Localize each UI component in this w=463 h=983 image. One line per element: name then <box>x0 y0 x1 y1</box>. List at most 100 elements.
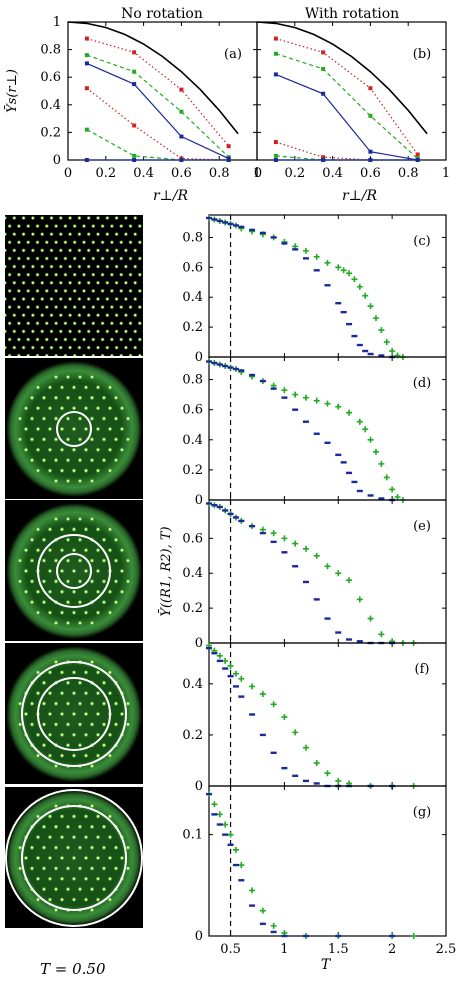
data-point-dash <box>313 432 320 435</box>
vortex-dot-core <box>158 274 160 276</box>
vortex-dot-core <box>92 241 95 244</box>
x-tick-label: 2.5 <box>436 942 457 957</box>
data-point-plus <box>378 631 385 638</box>
vortex-dot <box>147 305 152 310</box>
vortex-dot-core <box>43 459 45 462</box>
vortex-dot-core <box>120 290 123 292</box>
vortex-dot-core <box>8 322 11 325</box>
vortex-dot <box>147 256 152 261</box>
vortex-dot-core <box>97 671 99 674</box>
vortex-dot <box>161 232 166 237</box>
vortex-dot-core <box>127 702 129 705</box>
vortex-dot-core <box>138 225 141 228</box>
vortex-dot-core <box>55 825 57 828</box>
vortex-dot-core <box>43 559 45 562</box>
vortex-dot-core <box>109 898 111 901</box>
vortex-dot-core <box>127 846 129 849</box>
data-point-plus <box>249 683 256 690</box>
y-tick-label: 0.2 <box>182 463 203 478</box>
vortex-dot-core <box>67 601 69 604</box>
vortex-dot-core <box>101 306 104 308</box>
vortex-dot-core <box>167 225 169 227</box>
vortex-dot-core <box>43 601 45 604</box>
disk-vortex-lattice <box>17 374 131 484</box>
vortex-dot-core <box>111 306 113 308</box>
vortex-dot <box>5 329 8 334</box>
vortex-dot-core <box>61 857 63 859</box>
vortex-dot-core <box>55 867 57 870</box>
vortex-dot <box>81 353 87 356</box>
vortex-dot-core <box>158 306 160 308</box>
vortex-dot-core <box>31 601 33 604</box>
vortex-dot-core <box>50 346 53 349</box>
vortex-dot-core <box>148 306 150 308</box>
vortex-dot-core <box>92 225 95 228</box>
vortex-dot <box>5 231 8 237</box>
vortex-dot-core <box>103 681 105 684</box>
vortex-dot-core <box>50 233 53 236</box>
vortex-dot <box>100 353 105 356</box>
vortex-dot-core <box>87 249 90 252</box>
vortex-dot-core <box>92 306 95 308</box>
vortex-dot-core <box>43 867 45 870</box>
vortex-dot-core <box>109 386 111 389</box>
vortex-dot-core <box>8 338 11 341</box>
vortex-dot-core <box>61 754 63 757</box>
vortex-dot-core <box>103 744 105 747</box>
series-line-2 <box>275 38 419 155</box>
vortex-dot-core <box>85 877 87 880</box>
data-point-dash <box>211 504 218 507</box>
data-point-plus <box>346 409 353 416</box>
vortex-dot-core <box>78 249 81 252</box>
data-point-dash <box>351 480 358 484</box>
data-point <box>273 140 278 145</box>
vortex-dot-core <box>55 888 57 891</box>
data-point-dash <box>313 269 320 272</box>
data-point-plus <box>356 418 363 425</box>
vortex-dot-core <box>49 386 51 389</box>
data-point <box>273 153 278 158</box>
vortex-dot-core <box>19 702 21 705</box>
vortex-dot-core <box>67 681 69 684</box>
vortex-dot-core <box>92 338 95 341</box>
vortex-dot-core <box>73 386 75 389</box>
vortex-dot-core <box>55 306 57 308</box>
data-point-plus <box>313 552 320 559</box>
data-point-plus <box>410 933 417 939</box>
vortex-dot-core <box>61 528 63 531</box>
vortex-dot-core <box>55 322 57 325</box>
vortex-dot-core <box>59 314 62 317</box>
series-1 <box>206 500 417 646</box>
data-point-dash <box>216 363 223 366</box>
vortex-dot <box>165 289 170 294</box>
vortex-dot-core <box>78 217 81 219</box>
vortex-dot-core <box>97 877 99 880</box>
vortex-dot-core <box>106 249 109 252</box>
data-point <box>132 82 137 87</box>
data-point-plus <box>340 267 347 274</box>
vortex-dot-core <box>97 549 99 552</box>
vortex-dot-core <box>109 671 111 674</box>
vortex-dot-core <box>27 225 30 228</box>
vortex-dot-core <box>85 733 87 736</box>
vortex-dot-core <box>22 281 25 284</box>
vortex-dot-core <box>120 257 123 260</box>
vortex-dot-core <box>59 265 62 268</box>
vortex-dot-core <box>115 559 117 562</box>
vortex-dot-core <box>91 867 93 870</box>
vortex-dot-core <box>18 322 20 325</box>
vortex-dot-core <box>67 888 69 891</box>
vortex-dot-core <box>115 281 118 284</box>
vortex-dot-core <box>167 306 169 308</box>
vortex-dot-core <box>87 346 90 349</box>
vortex-dot-core <box>50 249 53 252</box>
vortex-dot-core <box>19 438 21 441</box>
vortex-dot-core <box>120 338 123 341</box>
vortex-dot-core <box>78 330 81 333</box>
vortex-dot-core <box>153 266 155 268</box>
vortex-dot-core <box>43 744 45 747</box>
series-2 <box>206 216 396 359</box>
panel-label: (b) <box>413 47 431 62</box>
vortex-dot-core <box>37 528 39 531</box>
